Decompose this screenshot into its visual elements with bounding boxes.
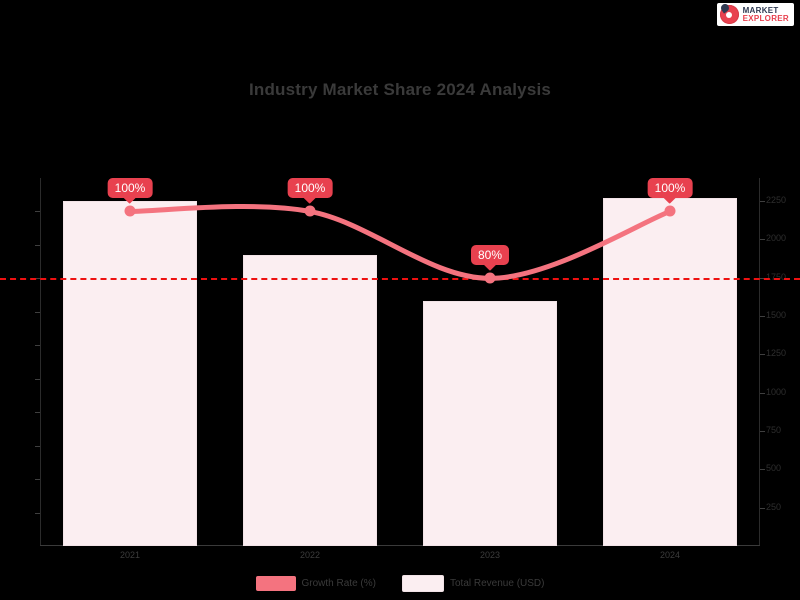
- circular-target-icon: [719, 5, 739, 24]
- x-tick-label: 2024: [659, 550, 681, 560]
- y-tick-label-right: 1250: [766, 348, 787, 359]
- y-tick-right: [760, 201, 765, 202]
- y-tick-right: [760, 239, 765, 241]
- chart-title: Industry Market Share 2024 Analysis: [248, 80, 552, 99]
- brand-logo: MARKET EXPLORER: [716, 3, 794, 26]
- y-tick-left: [35, 378, 40, 380]
- y-tick-right: [760, 354, 765, 356]
- y-axis-right: [759, 178, 760, 546]
- y-tick-label-right: 1750: [766, 271, 787, 282]
- y-tick-label-right: 1000: [766, 386, 787, 397]
- y-tick-label-right: 750: [766, 425, 782, 435]
- y-tick-left: [35, 311, 40, 313]
- line-point[interactable]: [484, 272, 496, 284]
- logo-line-2: EXPLORER: [742, 13, 789, 23]
- legend-swatch-bar: [401, 575, 444, 592]
- y-tick-right: [760, 469, 765, 471]
- y-axis-left: [40, 178, 41, 546]
- y-tick-left: [35, 512, 40, 514]
- y-tick-label-right: 1500: [766, 310, 787, 320]
- legend-item-total-revenue[interactable]: Total Revenue (USD): [401, 575, 545, 592]
- plot-area: 102030405060708090100 250500750100012501…: [0, 178, 800, 560]
- y-tick-label-right: 250: [766, 501, 782, 512]
- logo-line-1: MARKET: [742, 5, 779, 15]
- y-tick-right: [760, 507, 765, 509]
- line-point[interactable]: [664, 205, 676, 217]
- x-tick-label: 2023: [479, 550, 501, 560]
- data-label: 80%: [470, 245, 510, 266]
- y-tick-left: [35, 445, 40, 447]
- legend-item-growth-rate[interactable]: Growth Rate (%): [255, 576, 376, 591]
- x-tick-label: 2022: [299, 550, 321, 560]
- legend-swatch-line: [255, 576, 296, 591]
- x-tick-label: 2021: [119, 550, 141, 560]
- line-series: [127, 204, 673, 281]
- y-tick-left: [35, 211, 40, 213]
- y-tick-right: [760, 316, 765, 317]
- legend-label-total-revenue: Total Revenue (USD): [449, 578, 545, 589]
- bar[interactable]: [423, 300, 557, 546]
- data-label: 100%: [107, 178, 153, 199]
- y-tick-label-right: 2250: [766, 195, 787, 205]
- bar[interactable]: [603, 197, 737, 546]
- y-tick-right: [760, 431, 765, 432]
- y-tick-left: [35, 345, 40, 347]
- logo-text: MARKET EXPLORER: [742, 5, 789, 23]
- y-tick-left: [35, 244, 40, 246]
- y-tick-left: [35, 479, 40, 481]
- y-tick-left: [35, 412, 40, 414]
- reference-line: [0, 277, 800, 280]
- x-axis: [40, 545, 760, 546]
- line-point[interactable]: [124, 205, 136, 217]
- y-tick-right: [760, 392, 765, 394]
- chart-legend: Growth Rate (%) Total Revenue (USD): [0, 575, 800, 592]
- bar[interactable]: [243, 254, 377, 546]
- y-tick-label-right: 2000: [766, 233, 787, 244]
- y-tick-label-right: 500: [766, 463, 782, 474]
- legend-label-growth-rate: Growth Rate (%): [301, 578, 376, 589]
- data-label: 100%: [287, 178, 333, 199]
- line-point[interactable]: [304, 205, 316, 217]
- data-label: 100%: [647, 178, 693, 199]
